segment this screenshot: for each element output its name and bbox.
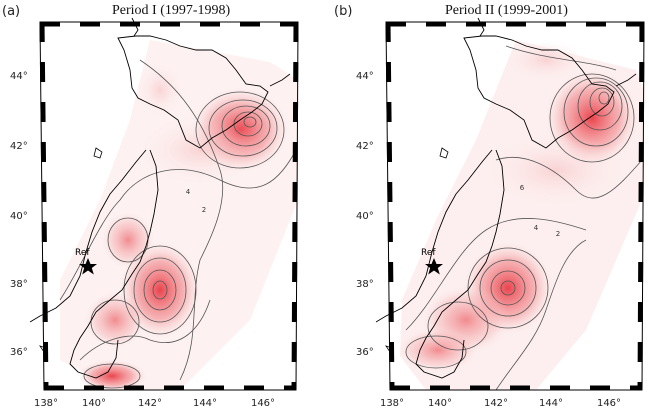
panel-b-lon-144: 144°	[539, 398, 563, 409]
panel-b-lon-140: 140°	[428, 398, 452, 409]
panel-a-lon-140: 140°	[82, 398, 106, 409]
panel-a-lat-36: 36°	[10, 347, 28, 358]
panel-a-contour-label-2: 2	[202, 206, 206, 214]
panel-b-lon-138: 138°	[380, 398, 404, 409]
panel-a-lon-138: 138°	[34, 398, 58, 409]
panel-a-letter: (a)	[2, 4, 21, 19]
panel-b-contour-label-2: 2	[556, 230, 560, 238]
panel-a-lon-142: 142°	[138, 398, 162, 409]
panel-a-lon-144: 144°	[193, 398, 217, 409]
panel-b-lon-142: 142°	[484, 398, 508, 409]
panel-a-ref-star-icon	[79, 258, 97, 275]
panel-a-contour-label-4: 4	[186, 188, 191, 196]
panel-b-lat-44: 44°	[356, 71, 374, 82]
panel-b-title: Period II (1999-2001)	[445, 3, 568, 18]
panel-b-lon-146: 146°	[597, 398, 621, 409]
panel-a-lat-42: 42°	[10, 141, 28, 152]
panel-a-lat-40: 40°	[10, 211, 28, 222]
panel-b-ref-label: Ref	[421, 248, 436, 258]
panel-b-letter: (b)	[334, 4, 353, 19]
panel-a-lat-44: 44°	[10, 71, 28, 82]
panel-a-ref-label: Ref	[75, 248, 90, 258]
panel-b-lat-42: 42°	[356, 141, 374, 152]
panel-b-lat-38: 38°	[356, 279, 374, 290]
panel-a-lon-146: 146°	[251, 398, 275, 409]
panel-b-contour-label-6: 6	[520, 184, 525, 192]
panel-b-contour-label-4: 4	[534, 224, 539, 232]
map-panel-b: 6 4 2 Ref 44° 42° 40° 38° 36° 138° 140° …	[356, 17, 645, 409]
panel-b-lat-36: 36°	[356, 347, 374, 358]
panel-b-lat-40: 40°	[356, 211, 374, 222]
panel-a-title: Period I (1997-1998)	[112, 3, 231, 18]
panel-a-lat-38: 38°	[10, 279, 28, 290]
panel-b-ref-star-icon	[425, 258, 443, 275]
map-panel-a: 4 2 Ref 44° 42° 40° 38° 36° 138° 140° 14…	[10, 17, 299, 409]
